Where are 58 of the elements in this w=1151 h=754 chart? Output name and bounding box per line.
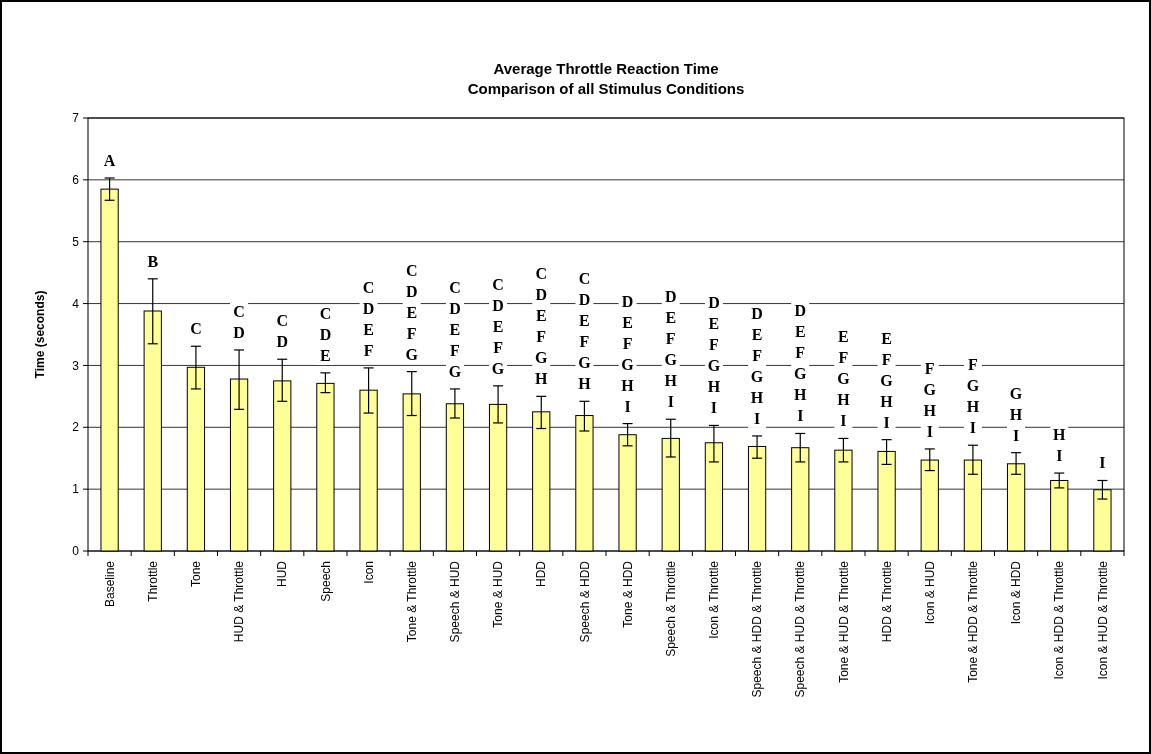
y-tick-label: 0	[72, 544, 80, 559]
x-tick-label: Tone & HUD & Throttle	[836, 560, 851, 683]
x-tick-label: Tone & HDD	[620, 560, 635, 628]
annotation: C D	[276, 312, 289, 351]
x-tick-label: Speech & HDD	[577, 560, 592, 643]
x-tick-label: Icon & HDD	[1009, 560, 1024, 625]
annotation: D E F G H I	[621, 292, 635, 415]
x-tick-label: HUD	[275, 560, 290, 587]
chart-title: Average Throttle Reaction Time Comparison of all Stimulus Conditions	[467, 60, 745, 97]
annotation: I	[1099, 454, 1106, 472]
x-tick-label: Throttle	[145, 560, 160, 602]
y-tick-label: 6	[72, 173, 80, 188]
x-tick-label: Icon & Throttle	[707, 560, 722, 639]
x-tick-label: Baseline	[102, 560, 117, 608]
annotation: D E F G H I	[750, 304, 764, 427]
annotation: C D E F G H	[578, 270, 592, 393]
annotation: B	[147, 252, 159, 270]
y-axis-title: Time (seconds)	[33, 290, 47, 379]
x-tick-label: HDD & Throttle	[879, 560, 894, 643]
annotation: C D E F G	[448, 278, 462, 380]
annotation: A	[103, 152, 116, 169]
x-tick-label: Speech & HDD & Throttle	[750, 560, 765, 698]
annotation: C	[190, 320, 202, 338]
x-tick-label: Tone & Throttle	[404, 560, 419, 643]
annotation: D E F G H I	[707, 294, 721, 417]
x-tick-label: Icon	[361, 561, 376, 584]
annotation: D E F G H I	[664, 288, 678, 411]
y-tick-label: 2	[72, 420, 80, 435]
annotation: D E F G H I	[794, 302, 808, 425]
annotation: C D E F	[362, 278, 375, 359]
annotation: C D E F G H	[535, 265, 549, 388]
annotation: G H I	[1009, 384, 1023, 444]
annotation: C D E F G	[491, 275, 505, 377]
x-tick-label: Tone & HUD	[491, 560, 506, 628]
x-tick-label: HDD	[534, 560, 549, 587]
x-tick-label: Tone & HDD & Throttle	[966, 560, 981, 683]
x-tick-label: Speech & HUD	[448, 560, 463, 643]
x-tick-label: Icon & HUD & Throttle	[1095, 560, 1110, 680]
annotation: E F G H I	[837, 328, 851, 430]
annotation: C D E	[319, 304, 332, 364]
y-tick-label: 4	[72, 296, 80, 311]
x-tick-label: Icon & HDD & Throttle	[1052, 560, 1067, 680]
annotation: F G H I	[923, 359, 937, 440]
x-tick-label: Speech	[318, 561, 333, 602]
annotation: C D E F G	[405, 261, 419, 363]
annotation: H I	[1053, 426, 1067, 465]
x-tick-label: HUD & Throttle	[232, 560, 247, 643]
x-tick-label: Icon & HUD	[922, 560, 937, 625]
y-tick-label: 5	[72, 234, 80, 249]
x-tick-label: Tone	[189, 560, 204, 588]
x-tick-label: Speech & Throttle	[663, 560, 678, 657]
x-tick-label: Speech & HUD & Throttle	[793, 560, 808, 698]
y-tick-label: 7	[72, 111, 80, 126]
y-tick-label: 3	[72, 358, 80, 373]
annotation: C D	[233, 302, 245, 341]
y-tick-label: 1	[72, 482, 80, 497]
annotation: E F G H I	[880, 329, 894, 431]
annotation: F G H I	[966, 356, 980, 437]
